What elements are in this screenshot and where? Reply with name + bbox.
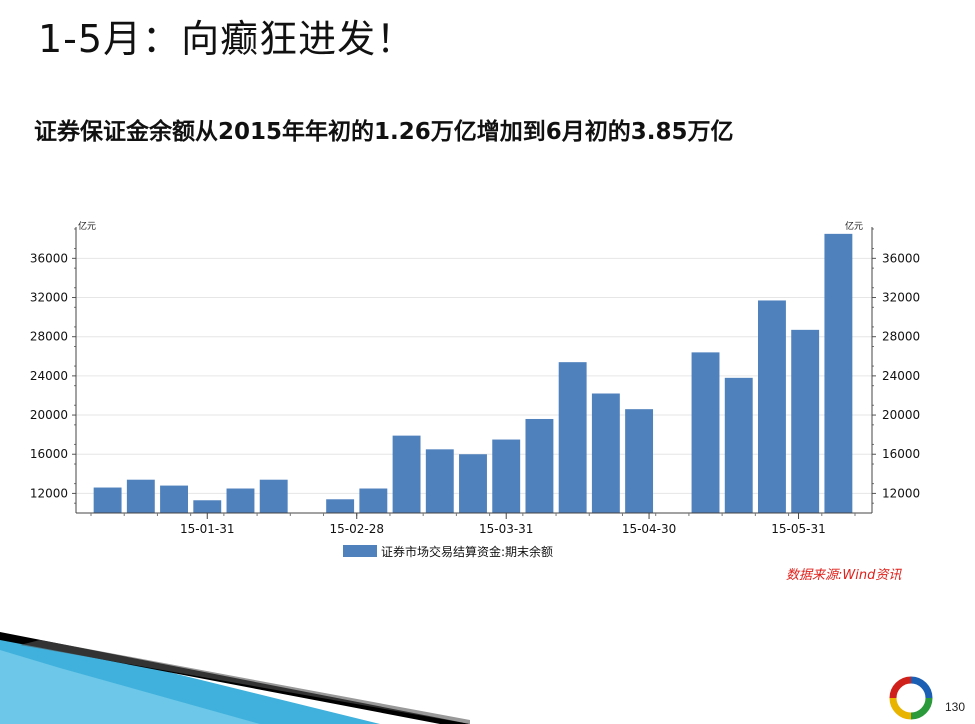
bar <box>625 409 654 513</box>
x-tick-label: 15-03-31 <box>479 522 533 536</box>
bar <box>558 362 587 513</box>
bar <box>525 418 554 513</box>
bar <box>193 500 222 513</box>
x-tick-label: 15-05-31 <box>771 522 825 536</box>
page-number: 130 <box>945 700 966 714</box>
bar-chart: 12000 12000 16000 16000 20000 20000 24000 24000… <box>30 220 920 559</box>
bar <box>691 352 720 513</box>
slide-subtitle: 证券保证金余额从2015年年初的1.26万亿增加到6月初的3.85万亿 <box>34 119 734 145</box>
left-axis-unit: 亿元 <box>78 220 96 232</box>
colorful-ring-logo-icon <box>889 676 933 720</box>
x-tick-label: 15-01-31 <box>180 522 234 536</box>
left-tick-label: 28000 <box>30 330 68 344</box>
bar <box>824 233 853 513</box>
x-tick-label: 15-04-30 <box>622 522 676 536</box>
legend: 证券市场交易结算资金:期末余额 <box>343 544 553 559</box>
bar <box>724 377 753 513</box>
left-tick-label: 24000 <box>30 369 68 383</box>
left-tick-label: 36000 <box>30 251 68 265</box>
right-tick-label: 32000 <box>882 291 920 305</box>
data-source-note: 数据来源:Wind资讯 <box>786 568 902 583</box>
bar <box>392 435 421 513</box>
left-tick-label: 12000 <box>30 486 68 500</box>
bar <box>326 499 355 513</box>
bar <box>126 479 155 513</box>
right-tick-label: 20000 <box>882 408 920 422</box>
bar <box>93 487 122 513</box>
bar <box>425 449 454 513</box>
decor-blue-wedge <box>0 634 380 724</box>
bar <box>259 479 288 513</box>
right-tick-label: 12000 <box>882 486 920 500</box>
legend-label: 证券市场交易结算资金:期末余额 <box>381 544 553 559</box>
decor-light-wedge <box>0 650 260 724</box>
left-tick-label: 16000 <box>30 447 68 461</box>
legend-swatch <box>343 545 377 557</box>
decor-grey-swoosh <box>20 640 470 724</box>
bar <box>459 454 487 513</box>
bar <box>791 329 820 513</box>
bar <box>160 485 188 513</box>
bar <box>492 439 521 513</box>
bars <box>93 233 853 513</box>
left-tick-label: 32000 <box>30 291 68 305</box>
bar <box>591 393 620 513</box>
right-tick-label: 36000 <box>882 251 920 265</box>
left-tick-label: 20000 <box>30 408 68 422</box>
right-tick-label: 24000 <box>882 369 920 383</box>
bar <box>359 488 388 513</box>
right-axis-unit: 亿元 <box>845 220 863 232</box>
slide-title: 1-5月：向癫狂进发！ <box>38 17 416 61</box>
bar <box>758 300 786 513</box>
right-tick-label: 16000 <box>882 447 920 461</box>
bar <box>226 488 255 513</box>
x-tick-label: 15-02-28 <box>330 522 384 536</box>
right-tick-label: 28000 <box>882 330 920 344</box>
decor-black-swoosh <box>0 632 470 724</box>
axes: 12000 12000 16000 16000 20000 20000 24000 24000… <box>30 227 920 536</box>
